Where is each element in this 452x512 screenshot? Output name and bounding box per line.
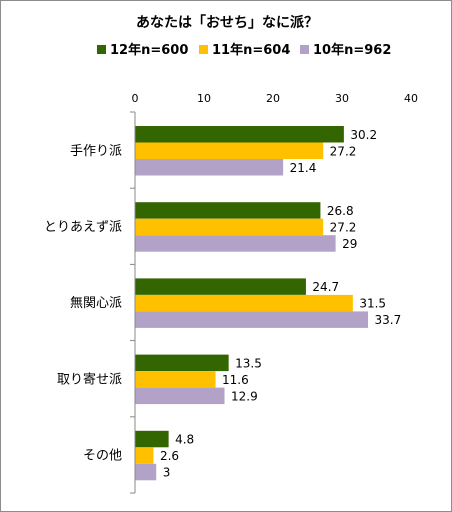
x-axis: 0 10 20 30 40 <box>130 92 418 494</box>
data-label-3-1: 11.6 <box>222 373 249 387</box>
data-label-0-2: 21.4 <box>290 161 317 175</box>
bar-2-1 <box>135 294 353 312</box>
bar-0-2 <box>135 159 284 176</box>
plot-area: 手作り派 30.2 27.2 21.4 とりあえず派 26.8 27.2 29 無関心派 24.7… <box>44 126 402 481</box>
data-label-2-1: 31.5 <box>359 297 386 311</box>
x-tick-label-2: 20 <box>266 92 280 105</box>
legend-swatch-2 <box>300 45 309 54</box>
bar-2-0 <box>135 278 306 295</box>
data-label-1-1: 27.2 <box>330 220 357 234</box>
bar-3-1 <box>135 371 216 388</box>
bar-0-1 <box>135 142 324 159</box>
bar-4-0 <box>135 430 169 448</box>
data-label-2-2: 33.7 <box>375 313 402 327</box>
category-label-2: 無関心派 <box>70 296 122 311</box>
x-tick-label-3: 30 <box>335 92 349 105</box>
legend-label-1: 11年n=604 <box>212 42 290 58</box>
bar-1-1 <box>135 218 324 236</box>
data-label-0-0: 30.2 <box>350 128 377 142</box>
data-label-4-0: 4.8 <box>175 433 194 447</box>
data-label-3-0: 13.5 <box>235 356 262 370</box>
data-label-1-0: 26.8 <box>327 204 354 218</box>
category-label-3: 取り寄せ派 <box>57 371 122 387</box>
data-label-4-1: 2.6 <box>160 449 179 463</box>
data-label-4-2: 3 <box>163 466 171 480</box>
category-label-1: とりあえず派 <box>44 220 122 235</box>
x-tick-label-1: 10 <box>197 92 211 105</box>
bar-2-2 <box>135 311 369 328</box>
x-tick-label-4: 40 <box>404 92 418 105</box>
legend-label-2: 10年n=962 <box>313 42 391 58</box>
chart-title: あなたは「おせち」なに派？ <box>136 14 318 31</box>
legend-swatch-0 <box>97 45 106 54</box>
category-label-0: 手作り派 <box>70 144 122 159</box>
data-label-0-1: 27.2 <box>330 144 357 158</box>
legend-swatch-1 <box>199 45 208 54</box>
x-tick-label-0: 0 <box>132 92 139 105</box>
bar-1-2 <box>135 235 336 252</box>
category-label-4: その他 <box>83 449 122 464</box>
bar-3-2 <box>135 387 225 405</box>
bar-1-0 <box>135 202 321 219</box>
bar-0-0 <box>135 126 344 143</box>
bar-4-2 <box>135 463 157 481</box>
data-label-2-0: 24.7 <box>312 280 339 294</box>
legend: 12年n=600 11年n=604 10年n=962 <box>97 42 391 58</box>
bar-4-1 <box>135 447 154 464</box>
data-label-3-2: 12.9 <box>231 389 258 403</box>
bar-3-0 <box>135 354 229 372</box>
data-label-1-2: 29 <box>342 237 357 251</box>
legend-label-0: 12年n=600 <box>110 42 188 58</box>
